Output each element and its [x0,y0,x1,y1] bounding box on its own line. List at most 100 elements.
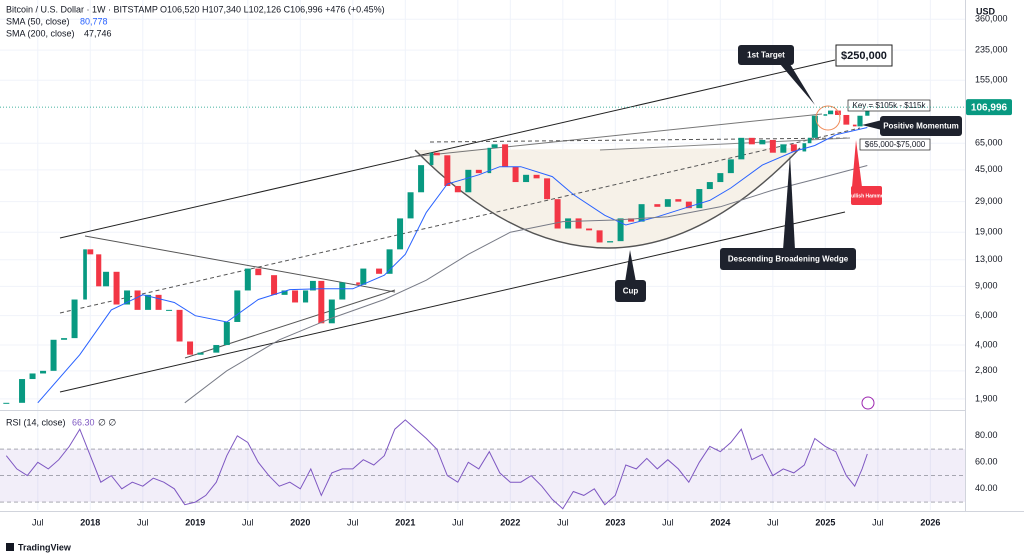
candle [444,155,451,186]
candle [727,159,734,174]
candle [738,137,745,160]
candle [835,110,841,115]
annotation-momentum: Positive Momentum [862,116,962,136]
rsi-value: 66.30 [72,417,95,427]
x-tick-label: Jul [32,517,44,527]
candle [71,299,78,339]
callout-box [720,248,856,270]
dashed-trend [59,127,861,314]
candle [638,204,645,222]
candle [213,345,220,353]
candle [397,218,404,250]
candle [234,290,241,322]
sma-line [184,165,868,404]
candle [759,139,766,145]
x-tick-label: Jul [137,517,149,527]
x-tick-label: 2022 [500,517,520,527]
candle [223,321,230,346]
candle [244,268,251,291]
candle [675,199,682,202]
x-tick-label: Jul [872,517,884,527]
candle [145,294,152,310]
candle [802,143,807,152]
callout-box [847,99,931,112]
candle [454,185,461,193]
x-tick-label: Jul [242,517,254,527]
channel-top [59,59,836,239]
candle [386,249,393,274]
ohlc: O106,520 H107,340 L102,126 C106,996 +476… [160,4,385,14]
candle [50,339,57,371]
y-tick-label: 6,000 [975,310,998,320]
pointer [625,250,636,282]
y-tick-label: 9,000 [975,281,998,291]
candle [586,228,593,231]
candle [811,115,818,138]
candle [176,309,183,342]
candle [533,174,540,179]
x-tick-label: Jul [557,517,569,527]
candle [433,152,440,156]
x-tick-label: Jul [767,517,779,527]
sma50-name: SMA (50, close) [6,16,70,26]
candle [512,166,519,183]
rsi-name: RSI (14, close) [6,417,66,427]
candle [790,144,797,152]
rsi-band [0,449,965,503]
brand-logo [6,543,14,551]
candle [748,137,755,145]
y-tick-label: 1,900 [975,393,998,403]
callout-box [835,44,893,67]
x-tick-label: 2018 [80,517,100,527]
last-price-badge [966,99,1012,116]
rsi-lines [5,419,868,510]
y-tick-label: 65,000 [975,138,1003,148]
y-tick-label: 45,000 [975,164,1003,174]
candle [852,124,857,127]
callout-box [738,45,794,65]
candle [339,282,346,300]
brand: TradingView [6,542,72,552]
candle [487,147,492,174]
candle [717,173,724,183]
candle [96,254,102,287]
candle [685,201,692,209]
x-tick-label: 2020 [290,517,310,527]
candle [664,199,671,207]
candle [575,218,582,229]
callout-text: Positive Momentum [883,122,959,131]
candle [429,152,434,166]
y-tick-label: 4,000 [975,339,998,349]
candle [857,115,863,127]
rsi-panel [0,419,965,510]
candle [823,114,828,116]
pointer [783,155,795,250]
y-tick-label: 155,000 [975,75,1008,85]
candle [309,280,316,291]
candle [87,249,94,255]
y-tick-label: 13,000 [975,254,1003,264]
candle [617,218,624,242]
candle [565,218,572,229]
candle [696,189,703,209]
candle [544,178,551,200]
candle [628,218,635,222]
candle [654,204,661,207]
candle [292,290,299,303]
x-tick-label: 2025 [815,517,835,527]
callout-text: $250,000 [841,50,887,62]
pointer [852,140,862,187]
rsi-tick-label: 40.00 [975,483,998,493]
wedge-top [409,113,823,158]
candle [3,402,10,404]
annotation-support: $65,000-$75,000 [859,138,931,151]
sma200-value: 47,746 [84,28,112,38]
callout-text: 1st Target [747,51,785,60]
candle [843,114,850,125]
candle [155,294,162,310]
pointer [862,120,882,130]
trend-lines [59,59,861,393]
candle [407,192,414,219]
candle [302,290,309,303]
candle [113,271,120,305]
